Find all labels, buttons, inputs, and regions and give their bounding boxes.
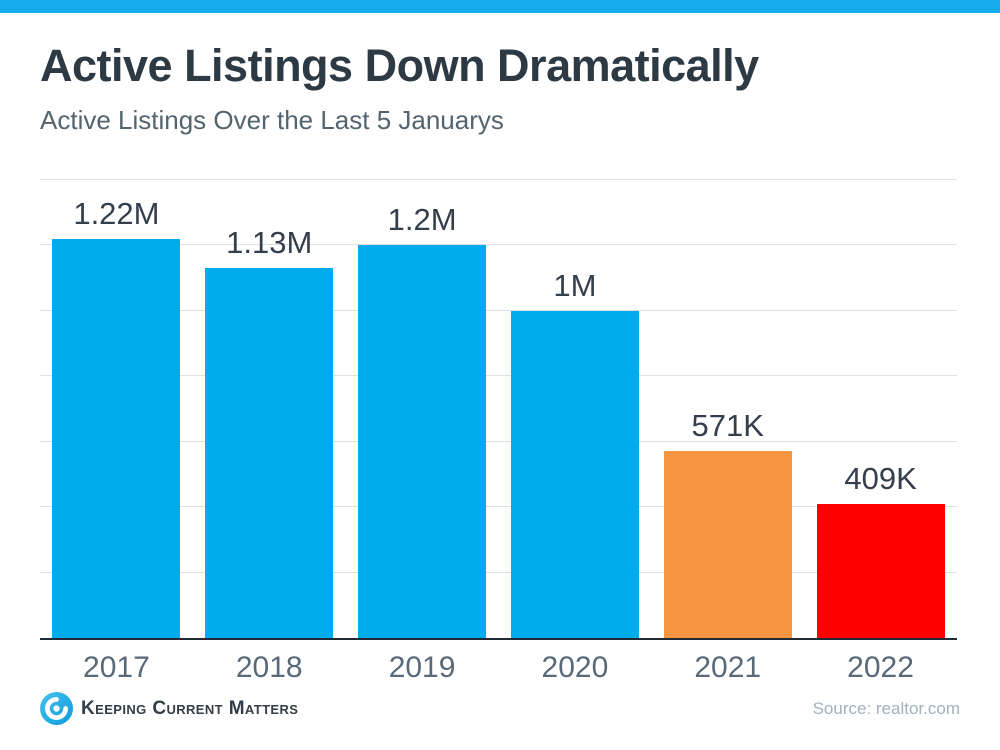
gridline — [40, 440, 957, 442]
value-label: 1M — [553, 267, 597, 303]
x-axis-tick-label: 2022 — [847, 651, 914, 684]
bar-group: 1.2M — [346, 182, 499, 638]
value-label: 1.22M — [73, 195, 160, 231]
gridline — [40, 179, 957, 180]
bar-group: 1.22M — [40, 182, 193, 638]
gridline — [40, 375, 957, 377]
value-label: 409K — [844, 461, 917, 497]
x-axis-tick-label: 2018 — [235, 651, 303, 684]
bar — [205, 268, 334, 638]
x-axis-tick-label: 2017 — [83, 651, 150, 684]
gridline — [40, 571, 957, 573]
brand-name: Keeping Current Matters — [81, 697, 299, 719]
bar — [358, 245, 487, 638]
brand-color-strip — [0, 0, 1000, 13]
brand-lockup: Keeping Current Matters — [40, 692, 298, 725]
x-axis-tick-label: 2021 — [694, 651, 762, 684]
plot-area: 1.22M 1.13M 1.2M 1M 571K 409K — [40, 179, 957, 640]
bar — [510, 310, 639, 638]
bar-group: 1.13M — [193, 182, 346, 638]
gridline — [40, 309, 957, 311]
x-axis-tick-label: 2019 — [388, 651, 456, 684]
bar-chart: 1.22M 1.13M 1.2M 1M 571K 409K 2017 2018 2019 202… — [40, 179, 957, 685]
bar — [816, 504, 945, 638]
bar — [663, 451, 792, 638]
gridline — [40, 506, 957, 508]
footer: Keeping Current Matters Source: realtor.… — [40, 692, 960, 725]
bar-slots: 1.22M 1.13M 1.2M 1M 571K 409K — [40, 182, 957, 638]
bar-group: 1M — [498, 182, 651, 638]
value-label: 1.13M — [226, 225, 313, 261]
chart-title: Active Listings Down Dramatically — [40, 40, 759, 91]
bar — [52, 238, 181, 638]
chart-subtitle: Active Listings Over the Last 5 Januarys — [40, 105, 504, 135]
x-axis-tick-label: 2020 — [541, 651, 609, 684]
source-attribution: Source: realtor.com — [812, 698, 960, 718]
bar-group: 409K — [804, 182, 957, 638]
value-label: 1.2M — [387, 202, 457, 238]
bar-group: 571K — [651, 182, 804, 638]
kcm-swirl-icon — [40, 692, 73, 725]
x-axis-labels: 2017 2018 2019 2020 2021 2022 — [40, 651, 957, 685]
value-label: 571K — [691, 408, 764, 444]
gridline — [40, 244, 957, 246]
